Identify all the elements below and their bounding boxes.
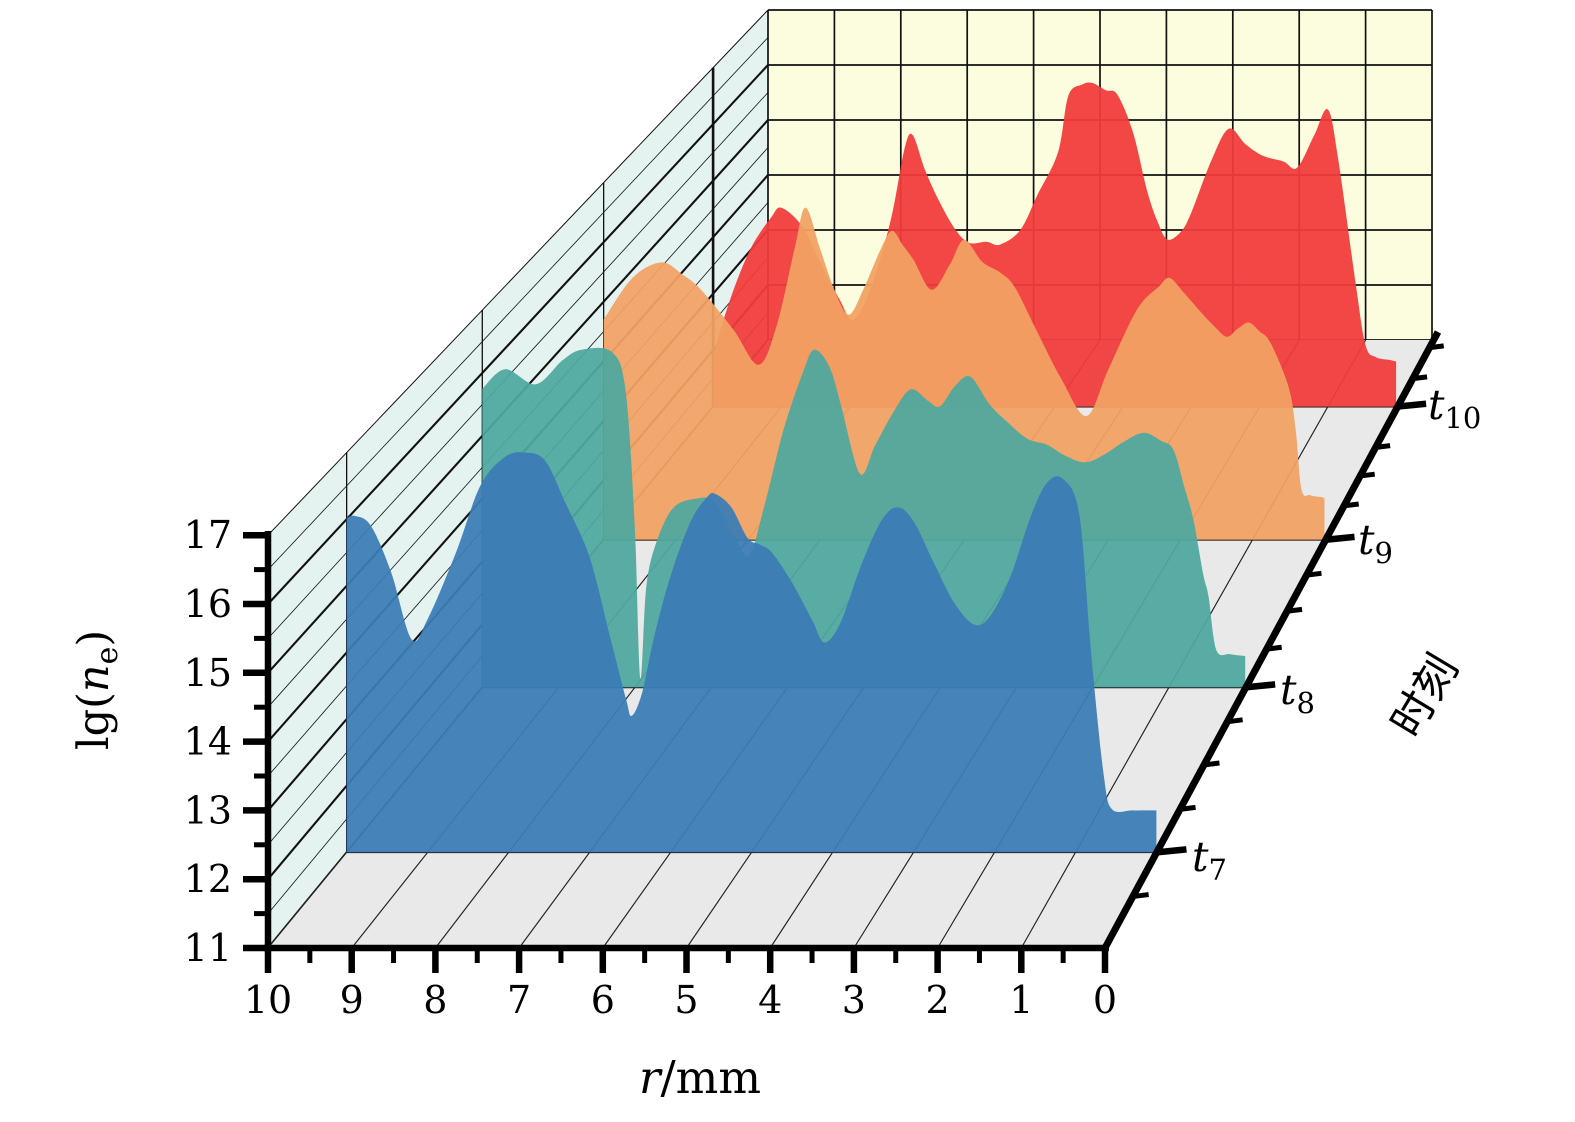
- z-major-tick: [1244, 681, 1276, 691]
- yaxis-title: lg(ne): [69, 630, 125, 750]
- axes: [243, 330, 1445, 973]
- z-minor-tick: [1410, 374, 1428, 382]
- y-tick-label: 13: [184, 788, 232, 832]
- z-tick-label-t10: t10: [1428, 381, 1481, 435]
- z-minor-tick: [1305, 570, 1322, 578]
- y-tick-label: 16: [184, 582, 232, 626]
- left-wall-gridline: [267, 37, 769, 570]
- x-tick-label: 2: [926, 978, 950, 1022]
- y-tick-label: 17: [184, 513, 232, 557]
- x-tick-label: 4: [758, 978, 782, 1022]
- xaxis-title: r/mm: [639, 1051, 761, 1104]
- z-minor-tick: [1132, 892, 1149, 900]
- z-minor-tick: [1373, 443, 1391, 451]
- y-tick-label: 12: [184, 857, 232, 901]
- z-minor-tick: [1285, 606, 1303, 614]
- x-tick-label: 1: [1009, 978, 1033, 1022]
- x-tick-label: 0: [1093, 978, 1117, 1022]
- z-major-tick: [1395, 400, 1427, 410]
- x-tick-label: 8: [423, 978, 447, 1022]
- ridge-t7: [346, 452, 1157, 853]
- z-minor-tick: [1342, 501, 1360, 509]
- zaxis-title: 时刻: [1381, 646, 1468, 745]
- z-minor-tick: [1358, 471, 1376, 479]
- z-minor-tick: [1179, 804, 1196, 812]
- x-tick-label: 5: [674, 978, 698, 1022]
- left-wall-gridline: [267, 64, 769, 605]
- x-tick-label: 9: [340, 978, 364, 1022]
- z-minor-tick: [1226, 717, 1243, 725]
- x-tick-label: 3: [842, 978, 866, 1022]
- y-tick-label: 14: [184, 720, 232, 764]
- z-tick-label-t8: t8: [1280, 666, 1315, 720]
- left-wall-gridline: [267, 9, 769, 536]
- y-tick-label: 15: [184, 651, 232, 695]
- z-minor-tick: [1427, 343, 1445, 351]
- z-minor-tick: [1203, 760, 1220, 768]
- z-tick-label-t9: t9: [1358, 516, 1393, 570]
- z-major-tick: [1324, 533, 1355, 544]
- y-tick-label: 11: [184, 926, 232, 970]
- x-tick-label: 10: [244, 978, 292, 1022]
- x-tick-label: 7: [507, 978, 531, 1022]
- ridge-series: [346, 82, 1397, 853]
- z-major-tick: [1156, 846, 1187, 856]
- z-tick-label-t7: t7: [1192, 833, 1227, 887]
- z-minor-tick: [1265, 644, 1282, 652]
- z-axis-line: [1101, 330, 1442, 950]
- x-tick-label: 6: [591, 978, 615, 1022]
